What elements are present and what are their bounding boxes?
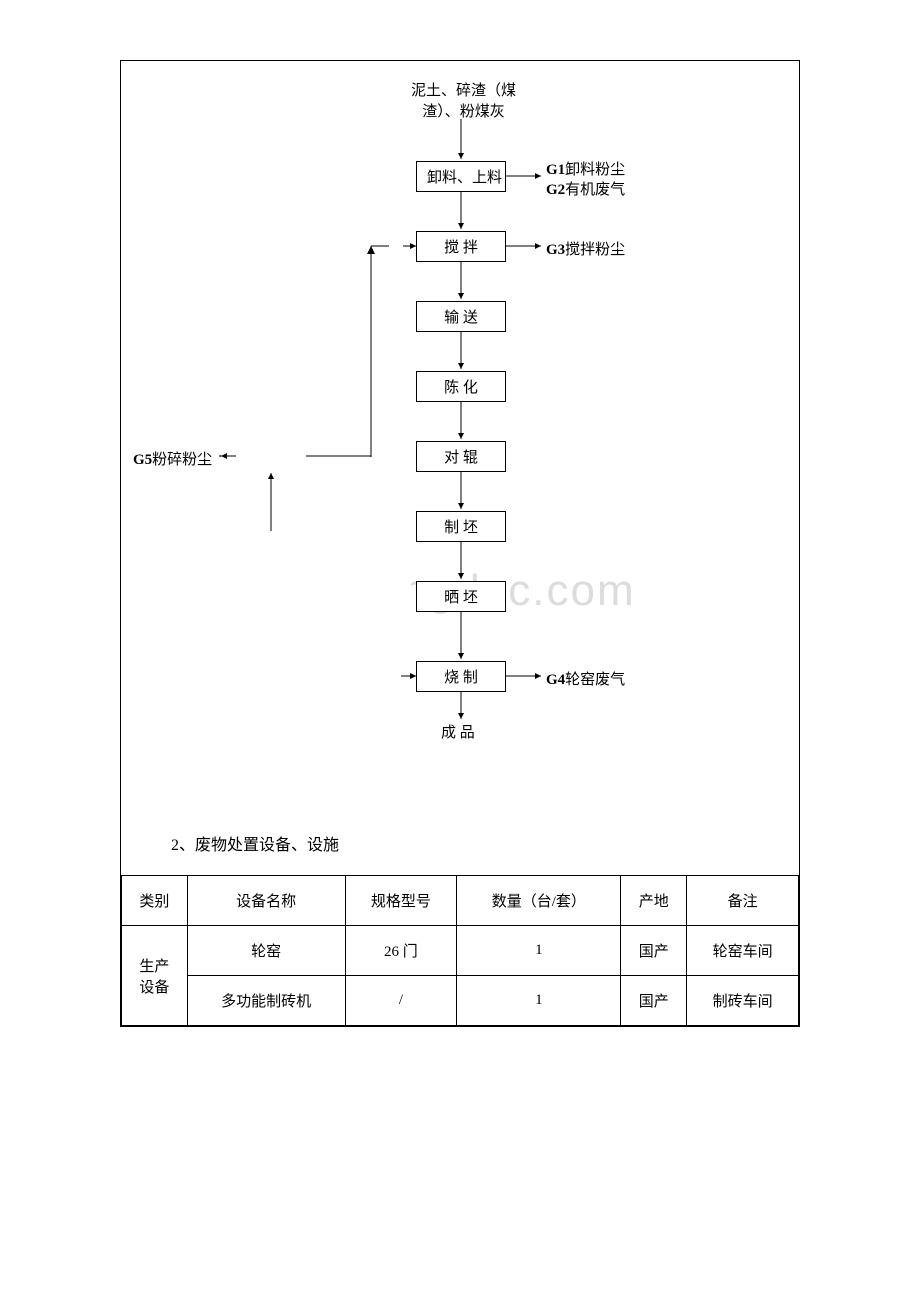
th-spec: 规格型号	[345, 876, 457, 926]
th-qty: 数量（台/套）	[457, 876, 621, 926]
cell: /	[345, 976, 457, 1026]
cell: 国产	[621, 976, 687, 1026]
cell: 多功能制砖机	[187, 976, 345, 1026]
cell: 轮窑	[187, 926, 345, 976]
cell: 1	[457, 976, 621, 1026]
cell: 国产	[621, 926, 687, 976]
process-flowchart: www.bingdoc.com 泥土、碎渣（煤 渣）、粉煤灰 卸料、上料 搅 拌…	[121, 61, 799, 791]
table-header-row: 类别 设备名称 规格型号 数量（台/套） 产地 备注	[122, 876, 799, 926]
cell: 26 门	[345, 926, 457, 976]
cell: 制砖车间	[687, 976, 799, 1026]
th-name: 设备名称	[187, 876, 345, 926]
th-origin: 产地	[621, 876, 687, 926]
flow-arrows-2	[121, 61, 799, 791]
cell: 轮窑车间	[687, 926, 799, 976]
table-row: 生产 设备 轮窑 26 门 1 国产 轮窑车间	[122, 926, 799, 976]
th-remark: 备注	[687, 876, 799, 926]
section-2-title: 2、废物处置设备、设施	[171, 831, 799, 855]
table-row: 多功能制砖机 / 1 国产 制砖车间	[122, 976, 799, 1026]
cell-category: 生产 设备	[122, 926, 188, 1026]
cell: 1	[457, 926, 621, 976]
th-category: 类别	[122, 876, 188, 926]
equipment-table: 类别 设备名称 规格型号 数量（台/套） 产地 备注 生产 设备 轮窑 26 门…	[121, 875, 799, 1026]
